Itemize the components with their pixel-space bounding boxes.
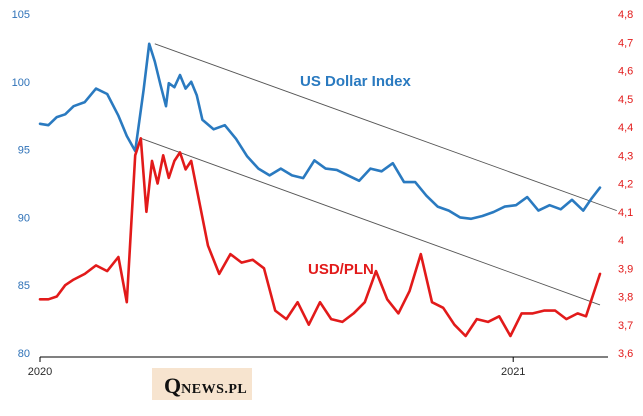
right-tick-label: 4,2 <box>618 179 633 191</box>
right-tick-label: 3,9 <box>618 263 633 275</box>
right-tick-label: 4,8 <box>618 9 633 21</box>
right-axis-ticks: 3,6 3,7 3,8 3,9 4 4,1 4,2 4,3 4,4 4,5 4,6 4,7 4,8 <box>618 9 633 360</box>
left-tick-label: 85 <box>18 280 30 292</box>
right-tick-label: 4 <box>618 235 624 247</box>
left-tick-label: 90 <box>18 212 30 224</box>
left-tick-label: 105 <box>12 9 30 21</box>
right-tick-label: 3,6 <box>618 348 633 360</box>
right-tick-label: 4,7 <box>618 37 633 49</box>
left-tick-label: 95 <box>18 145 30 157</box>
series-line-usd-index <box>38 42 602 221</box>
trendline-usd-index <box>154 43 617 212</box>
series-lines <box>38 42 602 338</box>
right-tick-label: 4,5 <box>618 94 633 106</box>
x-tick-label: 2020 <box>28 366 52 378</box>
usdpln-label: USD/PLN <box>308 261 374 278</box>
left-tick-label: 80 <box>18 348 30 360</box>
left-tick-label: 100 <box>12 77 30 89</box>
right-tick-label: 3,8 <box>618 292 633 304</box>
right-tick-label: 4,4 <box>618 122 633 134</box>
right-tick-label: 3,7 <box>618 320 633 332</box>
qnews-logo: QNEWS.PL <box>152 368 252 400</box>
right-tick-label: 4,3 <box>618 150 633 162</box>
trendlines <box>140 43 617 306</box>
left-axis-ticks: 80 85 90 95 100 105 <box>12 9 30 360</box>
logo-text: QNEWS.PL <box>164 373 248 398</box>
x-tick-label: 2021 <box>501 366 525 378</box>
usd-index-label: US Dollar Index <box>300 73 412 90</box>
series-line-usdpln <box>38 137 602 338</box>
right-tick-label: 4,1 <box>618 207 633 219</box>
trendline-usdpln <box>140 137 601 306</box>
x-axis: 2020 2021 <box>28 356 608 378</box>
right-tick-label: 4,6 <box>618 66 633 78</box>
